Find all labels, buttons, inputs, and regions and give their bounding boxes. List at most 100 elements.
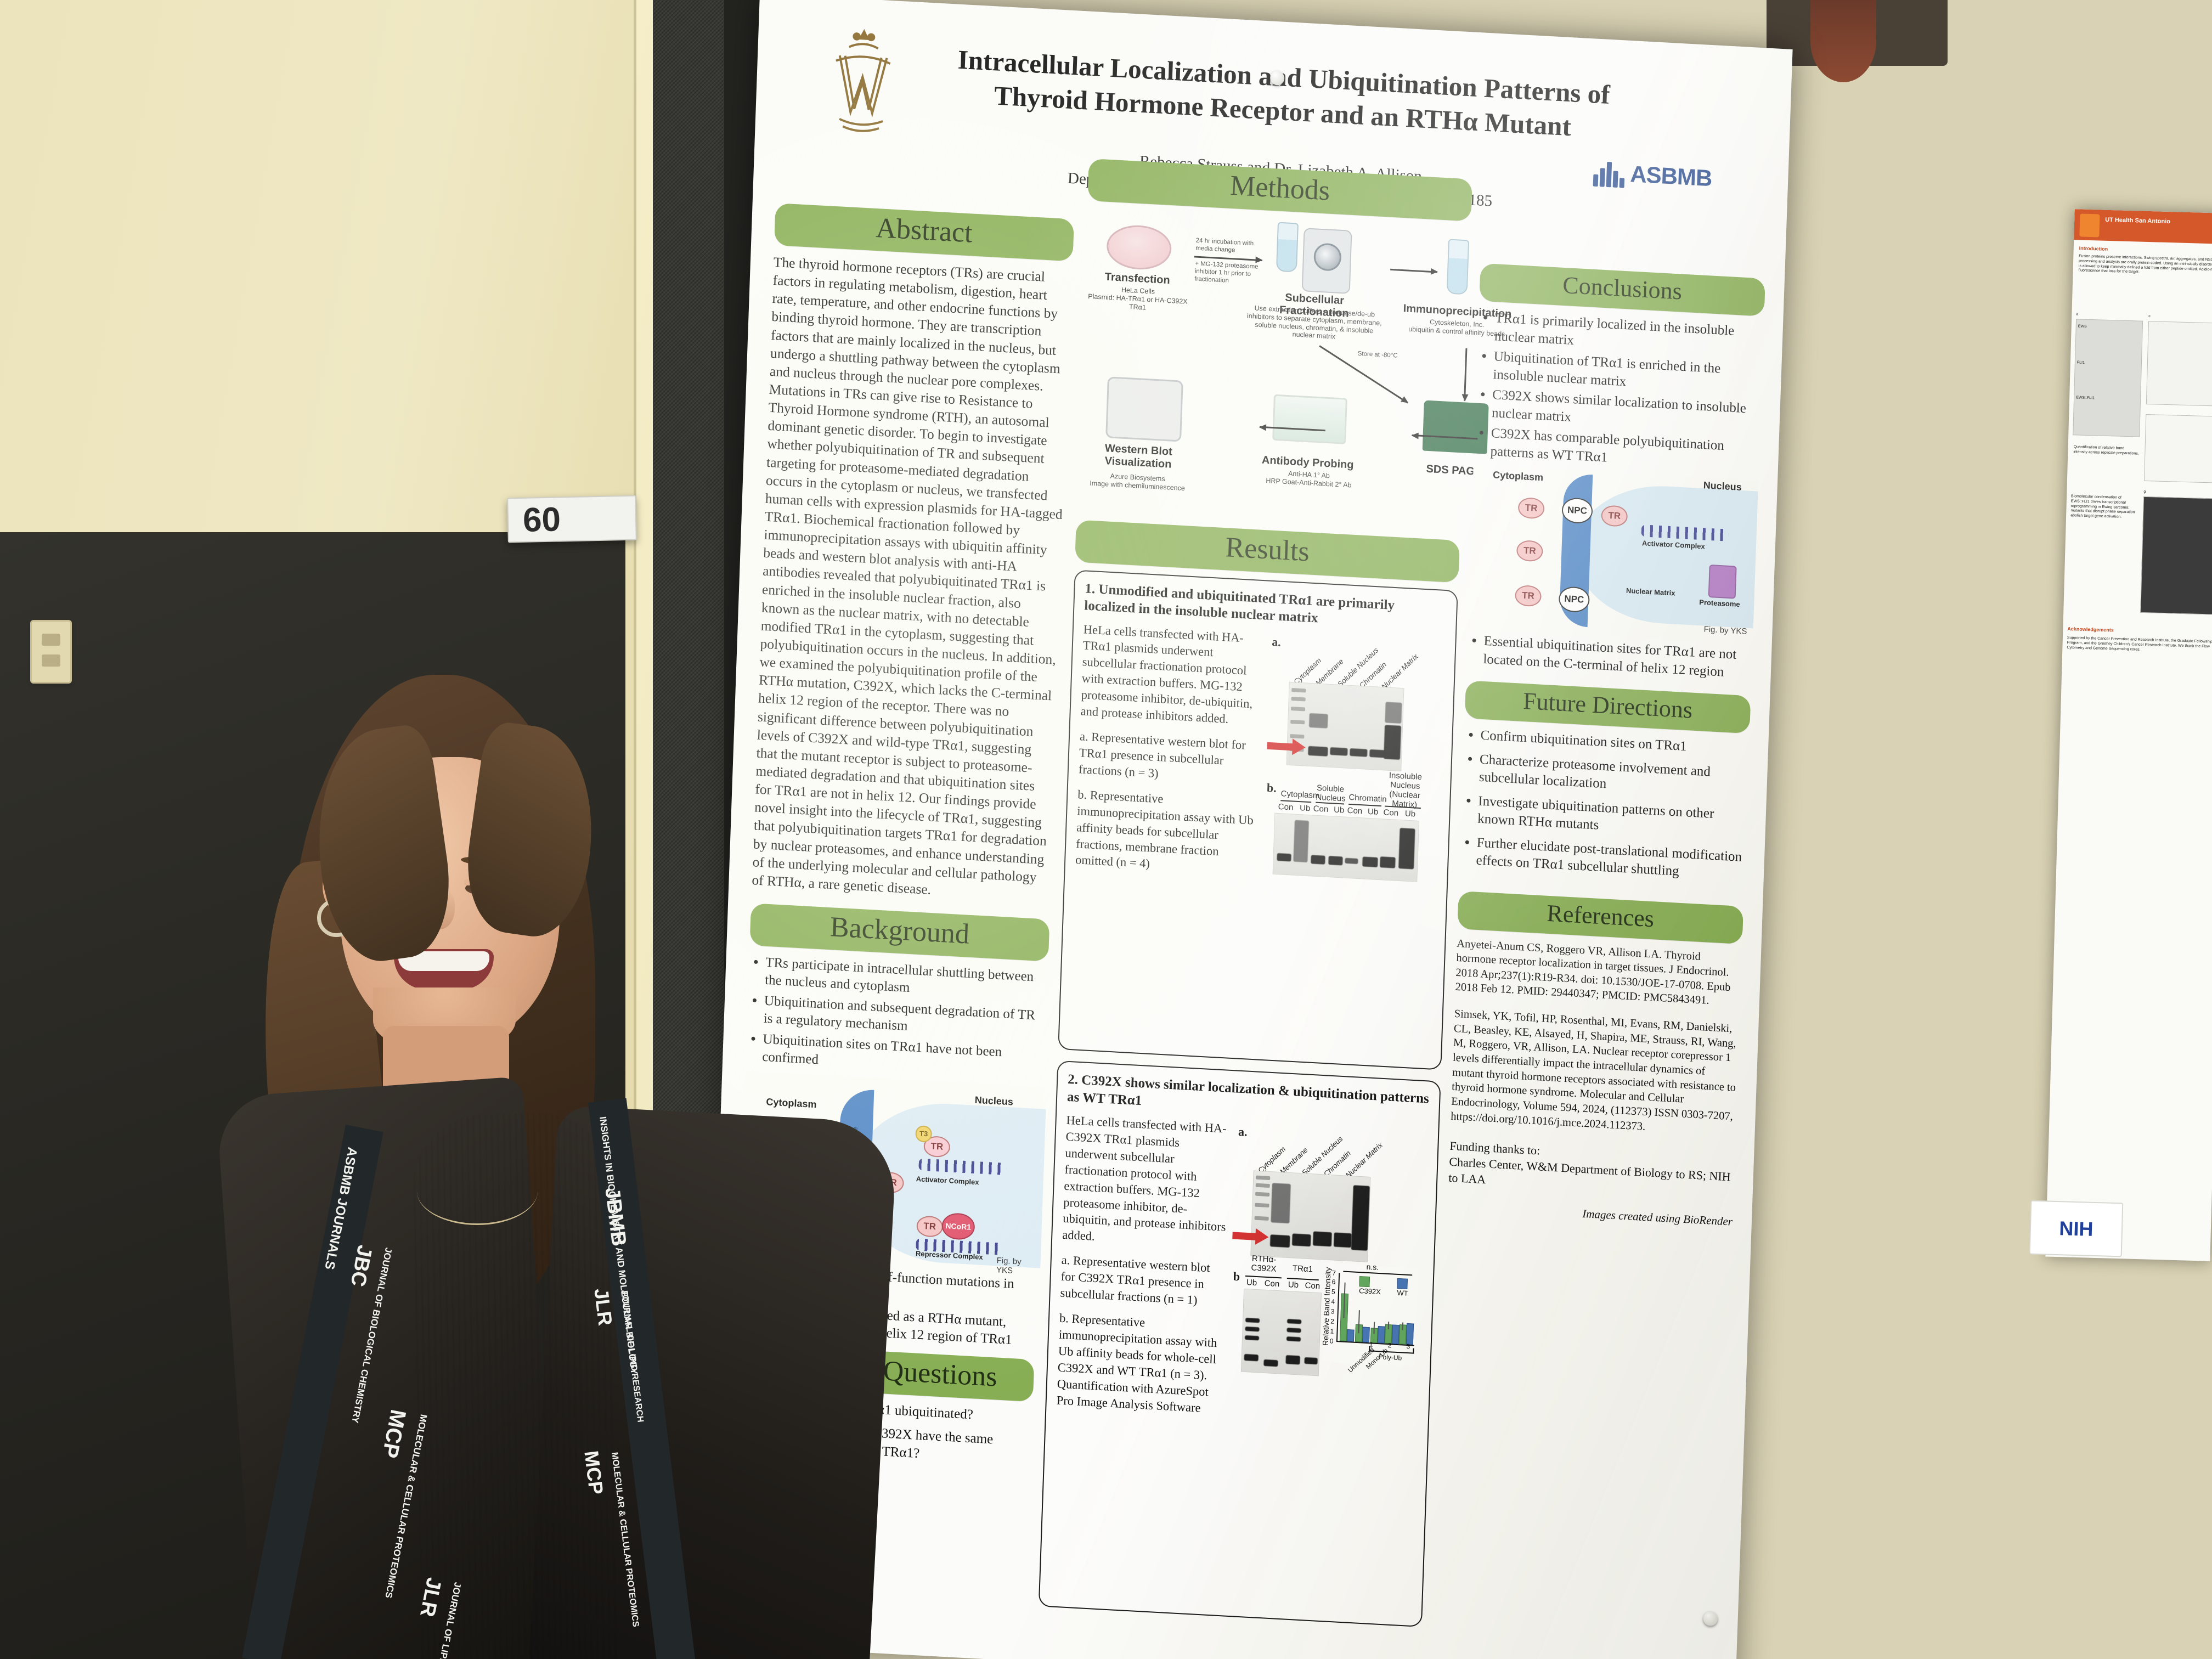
funding-block: Funding thanks to: Charles Center, W&M D…	[1448, 1138, 1735, 1201]
section-header-future-directions: Future Directions	[1464, 680, 1751, 734]
biorender-credit: Images created using BioRender	[1582, 1207, 1733, 1229]
arrow-transfection-to-fractionation	[1194, 256, 1262, 261]
blot2-a-lane-label-3: Soluble Nucleus	[1300, 1135, 1345, 1177]
poster-board-number: 60	[507, 495, 637, 543]
neighbor-figure-1	[2073, 319, 2143, 437]
chart-bar-wt-poly1	[1377, 1325, 1385, 1344]
poster-column-middle: Methods Transfection HeLa Cells Plasmid:…	[1038, 158, 1512, 1638]
neighbor-figure-3	[2143, 414, 2212, 484]
chart-ytick-5: 5	[1331, 1288, 1335, 1296]
blot-b-group-2: Soluble Nucleus	[1316, 783, 1346, 804]
neighbor-blot-label-fli1: FLI1	[2076, 360, 2085, 365]
result-2-ip-blot-b: RTHα-C392X TRα1 Ub Con Ub Con	[1240, 1254, 1323, 1376]
transfection-dish-icon	[1105, 223, 1172, 272]
reference-2: Simsek, YK, Tofil, HP, Rosenthal, MI, Ev…	[1450, 1007, 1736, 1133]
neighbor-figure-2-label: c	[2148, 314, 2151, 319]
necklace	[417, 1158, 538, 1225]
nih-logo-text: NIH	[2058, 1216, 2094, 1240]
arrow-ip-to-sdspage	[1464, 348, 1468, 401]
result-1-western-blot-a: Cytoplasm Membrane Soluble Nucleus Chrom…	[1267, 646, 1420, 771]
neighbor-blot-label-ewsfli1: EWS::FLI1	[2076, 396, 2095, 400]
background-figure-credit: Fig. by YKS	[996, 1256, 1022, 1276]
result-2-western-blot-a: Cytoplasm Membrane Soluble Nucleus Chrom…	[1232, 1135, 1384, 1262]
antibody-probing-tray-icon	[1272, 394, 1347, 444]
methods-step-6-detail: Azure Biosystems Image with chemilumines…	[1090, 472, 1186, 492]
chart-bar-wt-poly2	[1391, 1324, 1400, 1345]
blot-b-sublane-con-3: Con	[1347, 805, 1363, 816]
conclusions-label-cytoplasm: Cytoplasm	[1492, 469, 1544, 483]
conclusions-degradation-diagram: Cytoplasm Nucleus TR TR TR NPC NPC TR Ac…	[1468, 465, 1759, 645]
neighbor-figure-2	[2146, 321, 2212, 407]
result-1-caption-a: a. Representative western blot for TRα1 …	[1078, 729, 1246, 780]
neighbor-results-text: Biomolecular condensation of EWS::FLI1 d…	[2070, 494, 2135, 519]
chart-legend-c392x: C392X	[1359, 1276, 1388, 1296]
chart-ytick-4: 4	[1331, 1297, 1335, 1306]
blot-b-group-3: Chromatin	[1348, 792, 1387, 804]
western-blot-imager-icon	[1105, 376, 1183, 442]
methods-step-5-detail: Anti-HA 1° Ab HRP Goat-Anti-Rabbit 2° Ab	[1266, 470, 1352, 489]
neighbor-acknowledgements-text: Supported by the Cancer Prevention and R…	[2067, 636, 2212, 652]
future-direction-2: Characterize proteasome involvement and …	[1479, 751, 1748, 800]
neighbor-figure-4	[2140, 496, 2212, 616]
centrifuge-icon	[1301, 228, 1352, 294]
poster-title: Intracellular Localization and Ubiquitin…	[957, 44, 1611, 142]
result-2-number: 2.	[1067, 1072, 1079, 1088]
conclusions-tr-cytoplasm-1: TR	[1517, 496, 1545, 520]
blot2-a-lane-label-5: Nuclear Matrix	[1344, 1141, 1384, 1180]
label-nucleus: Nucleus	[974, 1094, 1014, 1108]
chart-significance-annotation: n.s.	[1366, 1262, 1379, 1272]
neighbor-figure-1-label: a	[2076, 312, 2079, 317]
future-direction-4: Further elucidate post-translational mod…	[1476, 834, 1746, 884]
asbmb-mark-icon	[1593, 158, 1626, 188]
chart-y-axis	[1336, 1272, 1340, 1342]
ceiling-light	[1810, 0, 1876, 82]
neighbor-blot-label-ews: EWS	[2078, 324, 2087, 329]
methods-annotation-1: 24 hr incubation with media change	[1195, 237, 1254, 254]
research-poster: Intracellular Localization and Ubiquitin…	[702, 0, 1793, 1659]
result-panel-2: 2. C392X shows similar localization & ub…	[1038, 1060, 1441, 1627]
person-presenter: ASBMB JOURNALS JBC JOURNAL OF BIOLOGICAL…	[216, 631, 898, 1659]
result-1-ip-blot-b: Cytoplasm Soluble Nucleus Chromatin Inso…	[1272, 770, 1422, 882]
blot-b-sublane-ub-2: Ub	[1333, 804, 1345, 815]
neighbor-section-introduction: Introduction	[2079, 245, 2108, 252]
future-directions-bullets: Confirm ubiquitination sites on TRα1 Cha…	[1459, 726, 1749, 884]
methods-step-6-name: Western Blot Visualization	[1104, 442, 1173, 471]
conclusions-figure-credit: Fig. by YKS	[1703, 624, 1747, 636]
result-2-intro: HeLa cells transfected with HA-C392X TRα…	[1062, 1113, 1227, 1244]
chart-ytick-6: 6	[1331, 1278, 1336, 1286]
blot2-b-group-2: TRα1	[1292, 1263, 1313, 1274]
neighbor-org-logo	[2079, 213, 2100, 238]
blot-a-lane-label-3: Soluble Nucleus	[1336, 646, 1380, 689]
william-and-mary-crest-icon	[836, 29, 891, 132]
chart-polyub-2: 2	[1387, 1341, 1392, 1350]
conclusions-tr-cytoplasm-2: TR	[1516, 539, 1544, 562]
result-2-panel-b-label: b	[1233, 1269, 1240, 1284]
section-header-references: References	[1457, 890, 1744, 944]
blot-a-red-arrow	[1267, 742, 1294, 751]
future-direction-3: Investigate ubiquitination patterns on o…	[1477, 792, 1747, 842]
result-2-panel-a-label: a.	[1238, 1124, 1248, 1139]
section-header-conclusions: Conclusions	[1479, 263, 1765, 317]
neighbor-section-acknowledgements: Acknowledgements	[2067, 626, 2114, 633]
result-1-title: Unmodified and ubiquitinated TRα1 are pr…	[1084, 582, 1395, 626]
chart-polyub-3: 3	[1406, 1342, 1410, 1351]
wall-outlet	[30, 620, 72, 684]
chart-ytick-7: 7	[1331, 1269, 1336, 1277]
lanyard-journal-jlr-abbr-2: JLR	[590, 1287, 617, 1327]
references-list: Anyetei-Anum CS, Roggero VR, Allison LA.…	[1451, 936, 1742, 1139]
blot2-b-sublane-con-1: Con	[1264, 1278, 1280, 1289]
chart-polyub-1: 1	[1369, 1340, 1373, 1348]
blot2-b-sublane-con-2: Con	[1305, 1280, 1321, 1291]
blot2-b-group-1: RTHα-C392X	[1251, 1254, 1277, 1274]
chart-legend-wt: WT	[1397, 1278, 1418, 1298]
conclusions-tr-cytoplasm-3: TR	[1514, 584, 1542, 607]
blot-b-group-1: Cytoplasm	[1280, 788, 1320, 800]
legend-swatch-c392x	[1359, 1276, 1370, 1288]
reference-1: Anyetei-Anum CS, Roggero VR, Allison LA.…	[1455, 937, 1731, 1007]
chart-bar-wt-unmodified	[1346, 1329, 1355, 1342]
chart-ytick-2: 2	[1330, 1317, 1335, 1325]
methods-step-1-detail: HeLa Cells Plasmid: HA-TRα1 or HA-C392X …	[1088, 286, 1188, 312]
result-panel-1: 1. Unmodified and ubiquitinated TRα1 are…	[1058, 569, 1458, 1071]
blot-b-sublane-con-2: Con	[1313, 803, 1329, 814]
